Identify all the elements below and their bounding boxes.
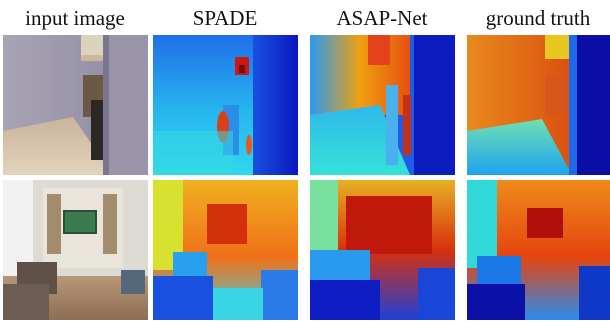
row1-spade-depth — [153, 35, 298, 175]
row1-asap-net-depth — [310, 35, 455, 175]
row1-input-image — [3, 35, 148, 175]
row1-ground-truth-depth — [467, 35, 610, 175]
header-ground-truth: ground truth — [485, 6, 591, 30]
row2-spade-depth — [153, 180, 298, 320]
row2-ground-truth-depth — [467, 180, 610, 320]
row2-asap-net-depth — [310, 180, 455, 320]
header-spade: SPADE — [192, 6, 258, 30]
row2-input-image — [3, 180, 148, 320]
header-input-image: input image — [25, 6, 125, 30]
header-asap-net: ASAP-Net — [336, 6, 428, 30]
